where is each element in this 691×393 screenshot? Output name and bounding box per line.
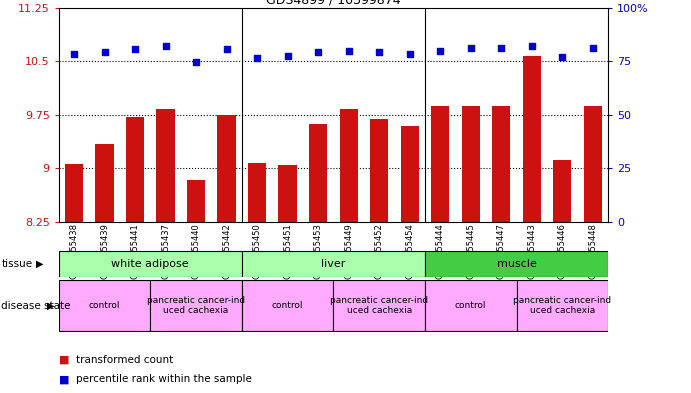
Bar [156,109,175,222]
Text: muscle: muscle [497,259,536,269]
Text: pancreatic cancer-ind
uced cachexia: pancreatic cancer-ind uced cachexia [513,296,612,315]
Bar [516,280,608,331]
Text: pancreatic cancer-ind
uced cachexia: pancreatic cancer-ind uced cachexia [147,296,245,315]
Point [587,45,598,51]
Bar [339,109,358,222]
Point [312,49,323,55]
Bar [553,160,571,222]
Bar [59,251,242,277]
Point [374,49,385,55]
Text: control: control [272,301,303,310]
Bar [431,107,449,222]
Point [495,45,507,51]
Bar [59,280,151,331]
Point [99,49,110,55]
Bar [492,107,511,222]
Bar [218,115,236,222]
Text: liver: liver [321,259,346,269]
Bar [462,107,480,222]
Bar [242,280,333,331]
Bar [309,123,328,222]
Point [527,42,538,49]
Bar [248,163,266,222]
Point [68,51,79,57]
Point [435,48,446,54]
Bar [522,57,541,222]
Point [129,46,140,52]
Point [191,59,202,65]
Bar [333,280,425,331]
Point [404,51,415,57]
Text: ■: ■ [59,374,69,384]
Text: percentile rank within the sample: percentile rank within the sample [76,374,252,384]
Bar [425,280,516,331]
Text: control: control [88,301,120,310]
Bar [151,280,242,331]
Text: pancreatic cancer-ind
uced cachexia: pancreatic cancer-ind uced cachexia [330,296,428,315]
Bar [242,251,425,277]
Bar [425,251,608,277]
Bar [65,163,83,222]
Text: ▶: ▶ [36,259,44,269]
Text: white adipose: white adipose [111,259,189,269]
Bar [278,165,296,222]
Text: transformed count: transformed count [76,354,173,365]
Point [252,55,263,61]
Text: tissue: tissue [1,259,32,269]
Text: ■: ■ [59,354,69,365]
Point [221,46,232,52]
Bar [401,126,419,222]
Point [160,42,171,49]
Point [282,53,293,59]
Bar [95,143,113,222]
Point [343,48,354,54]
Bar [584,107,602,222]
Title: GDS4899 / 10399874: GDS4899 / 10399874 [266,0,401,7]
Bar [370,119,388,222]
Text: disease state: disease state [1,301,71,310]
Text: control: control [455,301,486,310]
Point [557,54,568,60]
Point [465,45,476,51]
Bar [187,180,205,222]
Bar [126,117,144,222]
Text: ▶: ▶ [47,301,55,310]
